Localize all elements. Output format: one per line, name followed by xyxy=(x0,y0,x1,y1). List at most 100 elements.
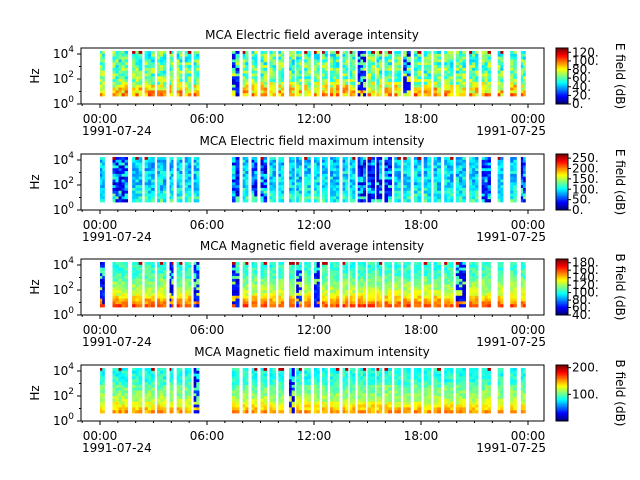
heatmap-cell xyxy=(345,70,349,74)
heatmap-cell xyxy=(118,176,122,180)
colorbar-tick-label: 0. xyxy=(572,97,583,111)
heatmap-cell xyxy=(307,304,311,308)
heatmap-cell xyxy=(138,368,143,372)
heatmap-cell xyxy=(330,292,334,297)
heatmap-cell xyxy=(520,199,524,203)
heatmap-cell xyxy=(132,393,136,397)
heatmap-cell xyxy=(417,62,422,66)
heatmap-cell xyxy=(160,281,164,285)
heatmap-cell xyxy=(193,301,197,305)
heatmap-cell xyxy=(314,162,318,166)
heatmap-cell xyxy=(450,270,454,274)
heatmap-cell xyxy=(115,171,119,175)
heatmap-cell xyxy=(413,270,418,274)
heatmap-cell xyxy=(263,190,268,194)
heatmap-cell xyxy=(100,65,103,69)
heatmap-cell xyxy=(333,56,337,60)
heatmap-cell xyxy=(349,176,353,180)
heatmap-cell xyxy=(260,90,265,94)
heatmap-cell xyxy=(100,287,103,291)
heatmap-cell xyxy=(187,379,192,383)
heatmap-cell xyxy=(179,407,183,411)
heatmap-cell xyxy=(289,270,293,274)
heatmap-cell xyxy=(450,287,454,291)
heatmap-cell xyxy=(423,292,428,297)
heatmap-cell xyxy=(269,51,273,55)
colorbar-swatch xyxy=(556,310,568,313)
heatmap-cell xyxy=(510,93,514,97)
heatmap-cell xyxy=(121,410,126,414)
heatmap-cell xyxy=(118,264,122,269)
heatmap-cell xyxy=(497,267,501,271)
heatmap-cell xyxy=(112,193,116,197)
heatmap-cell xyxy=(455,65,460,69)
heatmap-cell xyxy=(462,70,466,74)
heatmap-cell xyxy=(484,56,488,60)
heatmap-cell xyxy=(263,273,268,277)
heatmap-cell xyxy=(296,278,300,283)
heatmap-cell xyxy=(384,59,389,63)
heatmap-cell xyxy=(144,404,149,408)
heatmap-cell xyxy=(487,276,491,280)
heatmap-cell xyxy=(394,73,398,77)
heatmap-cell xyxy=(487,196,491,200)
heatmap-cell xyxy=(102,65,105,69)
heatmap-cell xyxy=(520,93,524,97)
heatmap-cell xyxy=(413,159,418,164)
heatmap-cell xyxy=(352,267,356,271)
heatmap-cell xyxy=(357,281,361,285)
heatmap-cell xyxy=(363,276,367,280)
heatmap-cell xyxy=(484,65,488,69)
heatmap-cell xyxy=(147,62,152,66)
heatmap-cell xyxy=(245,295,249,299)
colorbar-tick-label: 140. xyxy=(572,271,599,285)
heatmap-cell xyxy=(112,79,116,83)
heatmap-cell xyxy=(459,157,463,161)
heatmap-cell xyxy=(296,171,300,175)
heatmap-cell xyxy=(254,59,258,63)
heatmap-cell xyxy=(397,187,401,192)
heatmap-cell xyxy=(269,62,273,66)
heatmap-cell xyxy=(272,190,277,194)
heatmap-cell xyxy=(367,199,372,203)
heatmap-cell xyxy=(472,76,476,80)
colorbar-swatch xyxy=(556,277,568,280)
heatmap-cell xyxy=(135,76,140,80)
heatmap-cell xyxy=(523,79,526,83)
heatmap-cell xyxy=(291,168,295,172)
heatmap-cell xyxy=(462,81,466,86)
heatmap-cell xyxy=(147,370,152,375)
heatmap-cell xyxy=(115,62,119,66)
heatmap-cell xyxy=(163,387,167,391)
heatmap-cell xyxy=(304,304,308,308)
heatmap-cell xyxy=(345,176,349,180)
heatmap-cell xyxy=(296,90,300,94)
heatmap-cell xyxy=(235,273,240,277)
heatmap-cell xyxy=(333,70,337,74)
heatmap-cell xyxy=(450,157,454,161)
heatmap-cell xyxy=(384,199,389,203)
heatmap-cell xyxy=(151,84,155,88)
heatmap-cell xyxy=(475,276,479,280)
heatmap-cell xyxy=(403,53,408,58)
heatmap-cell xyxy=(272,62,277,66)
heatmap-cell xyxy=(151,292,155,297)
heatmap-cell xyxy=(497,79,501,83)
y-tick-label: 104 xyxy=(53,151,74,167)
heatmap-cell xyxy=(497,264,501,269)
heatmap-cell xyxy=(242,284,246,288)
heatmap-cell xyxy=(322,278,326,283)
heatmap-cell xyxy=(413,267,418,271)
heatmap-cell xyxy=(132,81,136,86)
heatmap-cell xyxy=(497,262,501,266)
heatmap-cell xyxy=(314,59,318,63)
heatmap-cell xyxy=(169,284,172,288)
heatmap-cell xyxy=(447,53,451,58)
heatmap-cell xyxy=(144,376,149,380)
heatmap-cell xyxy=(132,281,136,285)
heatmap-cell xyxy=(397,51,401,55)
heatmap-cell xyxy=(417,157,422,161)
heatmap-cell xyxy=(510,284,514,288)
heatmap-cell xyxy=(138,173,143,178)
heatmap-cell xyxy=(459,173,463,178)
